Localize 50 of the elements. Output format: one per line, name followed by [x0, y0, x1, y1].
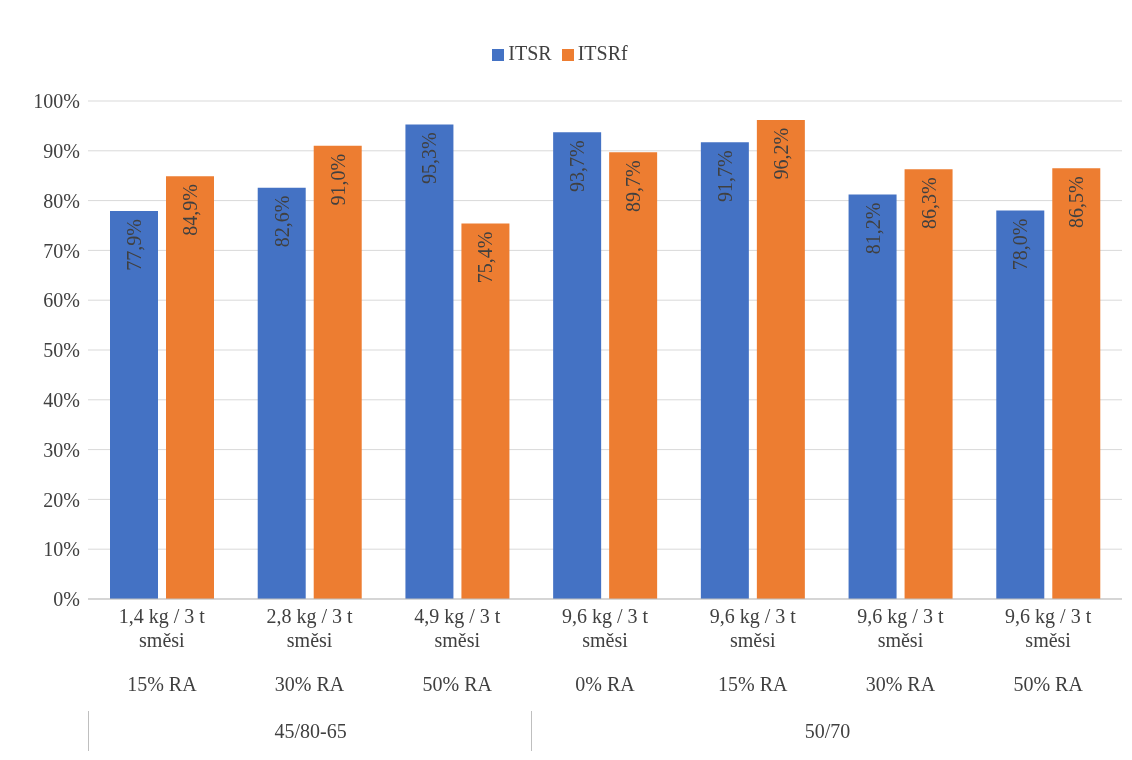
data-label: 81,2%	[861, 202, 884, 255]
y-tick-label: 100%	[33, 90, 80, 113]
x-tick-label: 9,6 kg / 3 t směsi 30% RA	[857, 605, 944, 695]
bar	[904, 169, 953, 599]
data-label: 77,9%	[123, 219, 145, 271]
bar	[1052, 168, 1101, 599]
legend-label: ITSRf	[577, 42, 628, 64]
data-label: 78,0%	[1009, 218, 1032, 271]
bar	[110, 211, 158, 599]
bar	[461, 223, 510, 599]
bar	[553, 132, 602, 599]
y-tick-label: 80%	[43, 189, 80, 212]
y-tick-label: 50%	[43, 339, 80, 362]
y-tick-label: 30%	[43, 438, 80, 461]
bar	[996, 210, 1045, 599]
bar	[166, 176, 214, 599]
bar	[257, 187, 306, 599]
y-tick-label: 20%	[43, 488, 80, 511]
x-tick-label: 9,6 kg / 3 t směsi 15% RA	[709, 605, 797, 695]
y-tick-label: 60%	[43, 289, 80, 312]
data-label: 96,2%	[769, 127, 792, 180]
y-tick-label: 10%	[43, 538, 80, 561]
x-tick-label: 9,6 kg / 3 t směsi 0% RA	[561, 605, 649, 695]
bar	[405, 124, 454, 599]
bar	[609, 152, 658, 599]
data-label: 89,7%	[622, 160, 645, 212]
data-label: 75,4%	[474, 231, 497, 284]
data-label: 86,3%	[917, 177, 940, 229]
data-label: 95,3%	[418, 132, 441, 185]
bar	[313, 145, 362, 599]
data-label: 86,5%	[1065, 176, 1088, 228]
bar	[848, 194, 897, 599]
x-tick-label: 9,6 kg / 3 t směsi 50% RA	[1005, 605, 1092, 695]
data-label: 82,6%	[270, 195, 293, 248]
data-label: 84,9%	[179, 184, 201, 236]
x-tick-label: 1,4 kg / 3 t směsi 15% RA	[118, 605, 206, 695]
y-tick-label: 90%	[43, 139, 80, 162]
y-tick-label: 0%	[53, 588, 80, 611]
text: 50/70	[531, 711, 1123, 751]
text: 45/80-65	[88, 711, 533, 751]
data-label: 91,7%	[713, 150, 736, 203]
y-tick-label: 70%	[43, 239, 80, 262]
x-tick-label: 4,9 kg / 3 t směsi 50% RA	[414, 605, 501, 695]
data-label: 93,7%	[566, 140, 589, 193]
x-tick-label: 2,8 kg / 3 t směsi 30% RA	[266, 605, 354, 695]
y-tick-label: 40%	[43, 388, 80, 411]
bar	[700, 142, 749, 599]
bar	[756, 119, 805, 599]
data-label: 91,0%	[326, 153, 349, 206]
legend-label: ITSR	[508, 42, 552, 64]
